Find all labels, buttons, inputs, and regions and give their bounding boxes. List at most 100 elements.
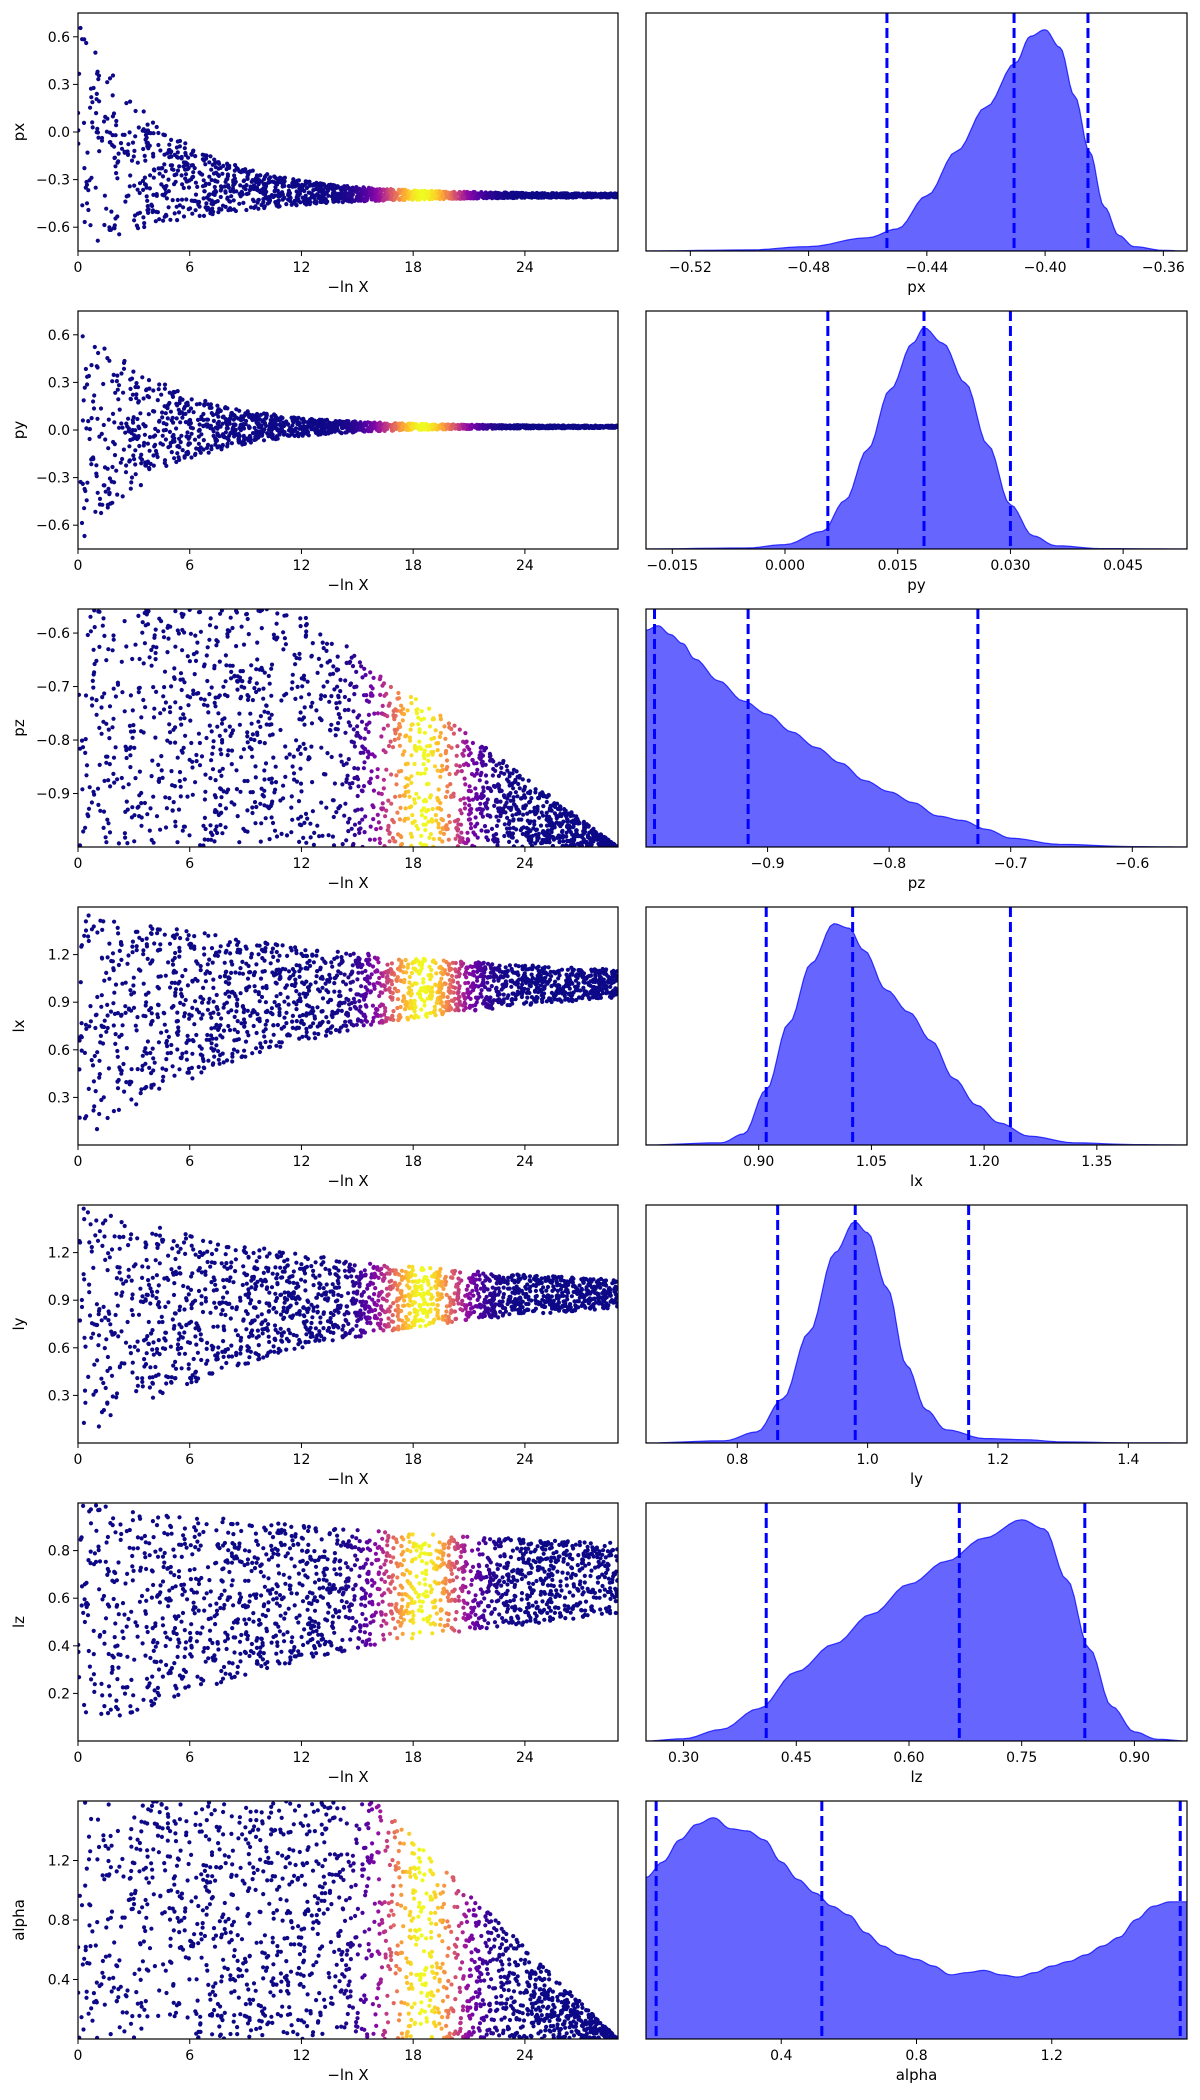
- sample-point: [492, 803, 497, 809]
- sample-point: [166, 205, 171, 210]
- sample-point: [99, 510, 104, 516]
- sample-point: [482, 824, 488, 829]
- sample-point: [357, 660, 362, 665]
- sample-point: [90, 125, 95, 130]
- sample-point: [361, 766, 366, 771]
- sample-point: [197, 213, 202, 218]
- sample-point: [79, 738, 85, 743]
- sample-point: [615, 192, 618, 197]
- sample-point: [82, 219, 87, 225]
- sample-point: [194, 752, 199, 758]
- sample-point: [119, 659, 124, 664]
- sample-point: [303, 746, 308, 751]
- sample-point: [217, 161, 222, 166]
- sample-point: [194, 759, 199, 764]
- sample-point: [258, 724, 263, 730]
- sample-point: [116, 151, 121, 156]
- sample-point: [363, 193, 368, 198]
- sample-point: [93, 50, 98, 55]
- sample-point: [197, 422, 202, 427]
- sample-point: [214, 638, 219, 643]
- sample-point: [209, 837, 214, 842]
- sample-point: [422, 842, 427, 847]
- sample-point: [145, 441, 150, 446]
- sample-point: [297, 839, 302, 845]
- sample-point: [123, 744, 128, 749]
- sample-point: [130, 140, 136, 145]
- sample-point: [297, 186, 302, 191]
- sample-point: [144, 194, 149, 199]
- sample-point: [234, 407, 239, 412]
- sample-point: [91, 647, 96, 652]
- sample-point: [473, 815, 478, 820]
- sample-point: [142, 800, 147, 806]
- x-tick-label: 24: [516, 260, 534, 276]
- sample-point: [235, 166, 240, 172]
- sample-point: [84, 40, 89, 46]
- sample-point: [216, 812, 221, 818]
- x-axis-label: −ln X: [327, 278, 368, 296]
- sample-point: [209, 167, 214, 172]
- sample-point: [397, 421, 402, 426]
- sample-point: [352, 832, 357, 838]
- sample-point: [290, 672, 295, 677]
- sample-point: [232, 434, 237, 439]
- sample-point: [106, 446, 111, 451]
- sample-point: [354, 425, 359, 431]
- sample-point: [430, 190, 435, 195]
- sample-point: [447, 820, 452, 825]
- sample-point: [177, 164, 182, 169]
- sample-point: [110, 73, 116, 78]
- sample-point: [134, 396, 139, 401]
- sample-point: [234, 609, 239, 613]
- sample-point: [361, 422, 366, 427]
- sample-point: [281, 177, 286, 182]
- sample-point: [178, 671, 184, 676]
- sample-point: [284, 202, 289, 207]
- sample-point: [120, 494, 125, 499]
- sample-point: [116, 425, 122, 430]
- sample-point: [371, 788, 376, 793]
- sample-point: [165, 416, 170, 421]
- sample-point: [220, 831, 225, 836]
- sample-point: [515, 794, 520, 799]
- sample-point: [175, 403, 180, 408]
- sample-point: [169, 769, 174, 774]
- sample-point: [89, 95, 94, 100]
- sample-point: [201, 411, 206, 417]
- sample-point: [135, 160, 140, 165]
- sample-point: [237, 434, 242, 439]
- sample-point: [349, 826, 354, 831]
- sample-point: [360, 189, 365, 194]
- sample-point: [287, 193, 292, 198]
- sample-point: [144, 388, 149, 393]
- sample-point: [83, 488, 88, 494]
- sample-point: [179, 156, 184, 161]
- sample-point: [245, 730, 250, 735]
- sample-point: [175, 755, 180, 760]
- sample-point: [262, 803, 267, 808]
- sample-point: [334, 427, 339, 432]
- sample-point: [209, 729, 214, 734]
- sample-point: [177, 770, 183, 775]
- sample-point: [381, 681, 387, 686]
- sample-point: [127, 184, 132, 189]
- sample-point: [420, 423, 425, 428]
- sample-point: [330, 197, 336, 202]
- sample-point: [241, 642, 247, 647]
- sample-point: [225, 421, 230, 426]
- trace-frame: [77, 310, 619, 550]
- sample-point: [410, 722, 415, 727]
- sample-point: [99, 431, 104, 436]
- sample-point: [192, 672, 197, 677]
- sample-point: [303, 181, 308, 186]
- sample-point: [237, 840, 242, 845]
- sample-point: [174, 416, 179, 421]
- sample-point: [526, 778, 531, 783]
- posterior-density-area: [646, 327, 1187, 549]
- sample-point: [103, 437, 108, 442]
- sample-point: [438, 713, 443, 718]
- sample-point: [323, 185, 328, 190]
- sample-point: [248, 676, 253, 681]
